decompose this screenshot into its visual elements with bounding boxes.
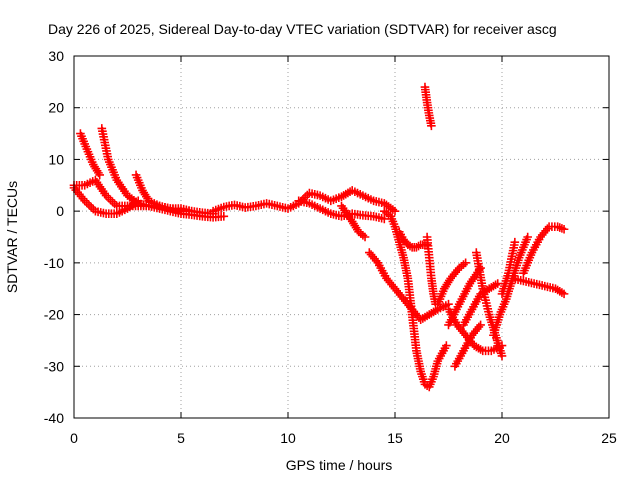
- data-point: [390, 206, 400, 216]
- data-point: [360, 232, 370, 242]
- series-track-p: [444, 263, 485, 330]
- data-marks: [69, 82, 569, 392]
- x-tick-label: 5: [177, 430, 185, 446]
- series-track-j: [380, 206, 451, 392]
- series-track-q: [450, 320, 485, 371]
- data-point: [510, 237, 520, 247]
- series-track-v: [508, 274, 569, 299]
- data-point: [523, 232, 532, 242]
- data-point: [95, 170, 104, 180]
- series-track-d: [69, 183, 143, 219]
- x-tick-label: 15: [387, 430, 403, 446]
- plot-frame: [73, 55, 610, 419]
- data-point: [442, 341, 451, 350]
- data-point: [559, 289, 569, 299]
- series-track-e: [131, 170, 196, 216]
- data-point: [427, 121, 436, 131]
- x-tick-label: 25: [601, 430, 617, 446]
- series-track-u: [519, 222, 569, 278]
- y-tick-label: 30: [48, 48, 64, 64]
- chart-title: Day 226 of 2025, Sidereal Day-to-day VTE…: [48, 21, 557, 37]
- data-point: [461, 258, 470, 268]
- y-tick-label: -20: [44, 307, 64, 323]
- y-tick-label: 20: [48, 100, 64, 116]
- data-point: [493, 279, 503, 288]
- y-tick-label: -10: [44, 255, 64, 271]
- data-point: [476, 320, 485, 330]
- series-track-n: [433, 258, 470, 309]
- x-tick-label: 20: [494, 430, 510, 446]
- x-tick-label: 0: [70, 430, 78, 446]
- x-tick-label: 10: [280, 430, 296, 446]
- data-point: [559, 224, 569, 234]
- data-point: [133, 196, 143, 206]
- x-axis-title: GPS time / hours: [286, 457, 393, 473]
- y-tick-label: 0: [56, 203, 64, 219]
- y-axis-title: SDTVAR / TECUs: [4, 181, 20, 293]
- series-track-h: [337, 201, 370, 242]
- y-tick-label: 10: [48, 151, 64, 167]
- series-track-b: [76, 129, 104, 180]
- series-track-w: [489, 232, 532, 340]
- data-point: [187, 206, 196, 216]
- data-point: [219, 212, 229, 221]
- series-track-g: [294, 196, 389, 224]
- series-track-l: [420, 82, 436, 131]
- series-track-k: [394, 227, 432, 252]
- data-point: [497, 351, 507, 361]
- series-track-s: [459, 279, 503, 330]
- y-tick-label: -40: [44, 410, 64, 426]
- data-point: [380, 214, 389, 224]
- y-tick-label: -30: [44, 358, 64, 374]
